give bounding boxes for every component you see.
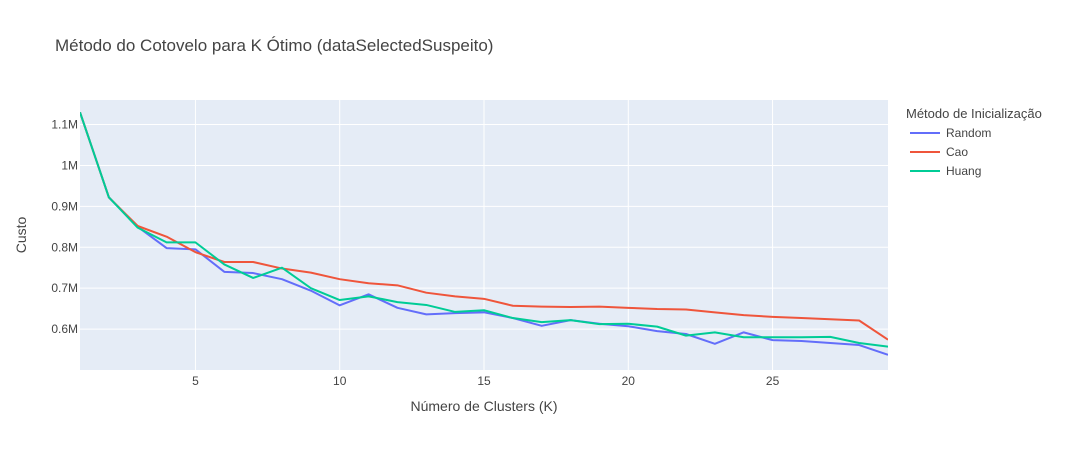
- legend-title: Método de Inicialização: [906, 106, 1042, 121]
- series-lines: [80, 111, 888, 356]
- y-tick-label: 0.7M: [51, 281, 78, 295]
- x-tick-label: 25: [766, 374, 780, 388]
- y-tick-label: 1.1M: [51, 118, 78, 132]
- y-tick-label: 0.9M: [51, 199, 78, 213]
- legend-label-huang[interactable]: Huang: [946, 164, 981, 178]
- legend-label-cao[interactable]: Cao: [946, 145, 968, 159]
- y-tick-label: 0.8M: [51, 240, 78, 254]
- y-axis-ticks: 0.6M 0.7M 0.8M 0.9M 1M 1.1M: [51, 118, 78, 337]
- x-axis-ticks: 5 10 15 20 25: [192, 374, 779, 388]
- x-tick-label: 10: [333, 374, 347, 388]
- y-axis-title: Custo: [13, 217, 29, 254]
- series-line-huang: [80, 111, 888, 348]
- y-tick-label: 1M: [61, 158, 78, 172]
- legend: Método de Inicialização Random Cao Huang: [906, 106, 1042, 178]
- y-tick-label: 0.6M: [51, 322, 78, 336]
- x-tick-label: 15: [477, 374, 491, 388]
- legend-label-random[interactable]: Random: [946, 126, 991, 140]
- chart-title: Método do Cotovelo para K Ótimo (dataSel…: [55, 36, 493, 55]
- gridlines: [80, 100, 888, 370]
- series-line-cao: [80, 111, 888, 341]
- x-axis-title: Número de Clusters (K): [410, 398, 557, 414]
- series-line-random: [80, 111, 888, 356]
- x-tick-label: 20: [622, 374, 636, 388]
- x-tick-label: 5: [192, 374, 199, 388]
